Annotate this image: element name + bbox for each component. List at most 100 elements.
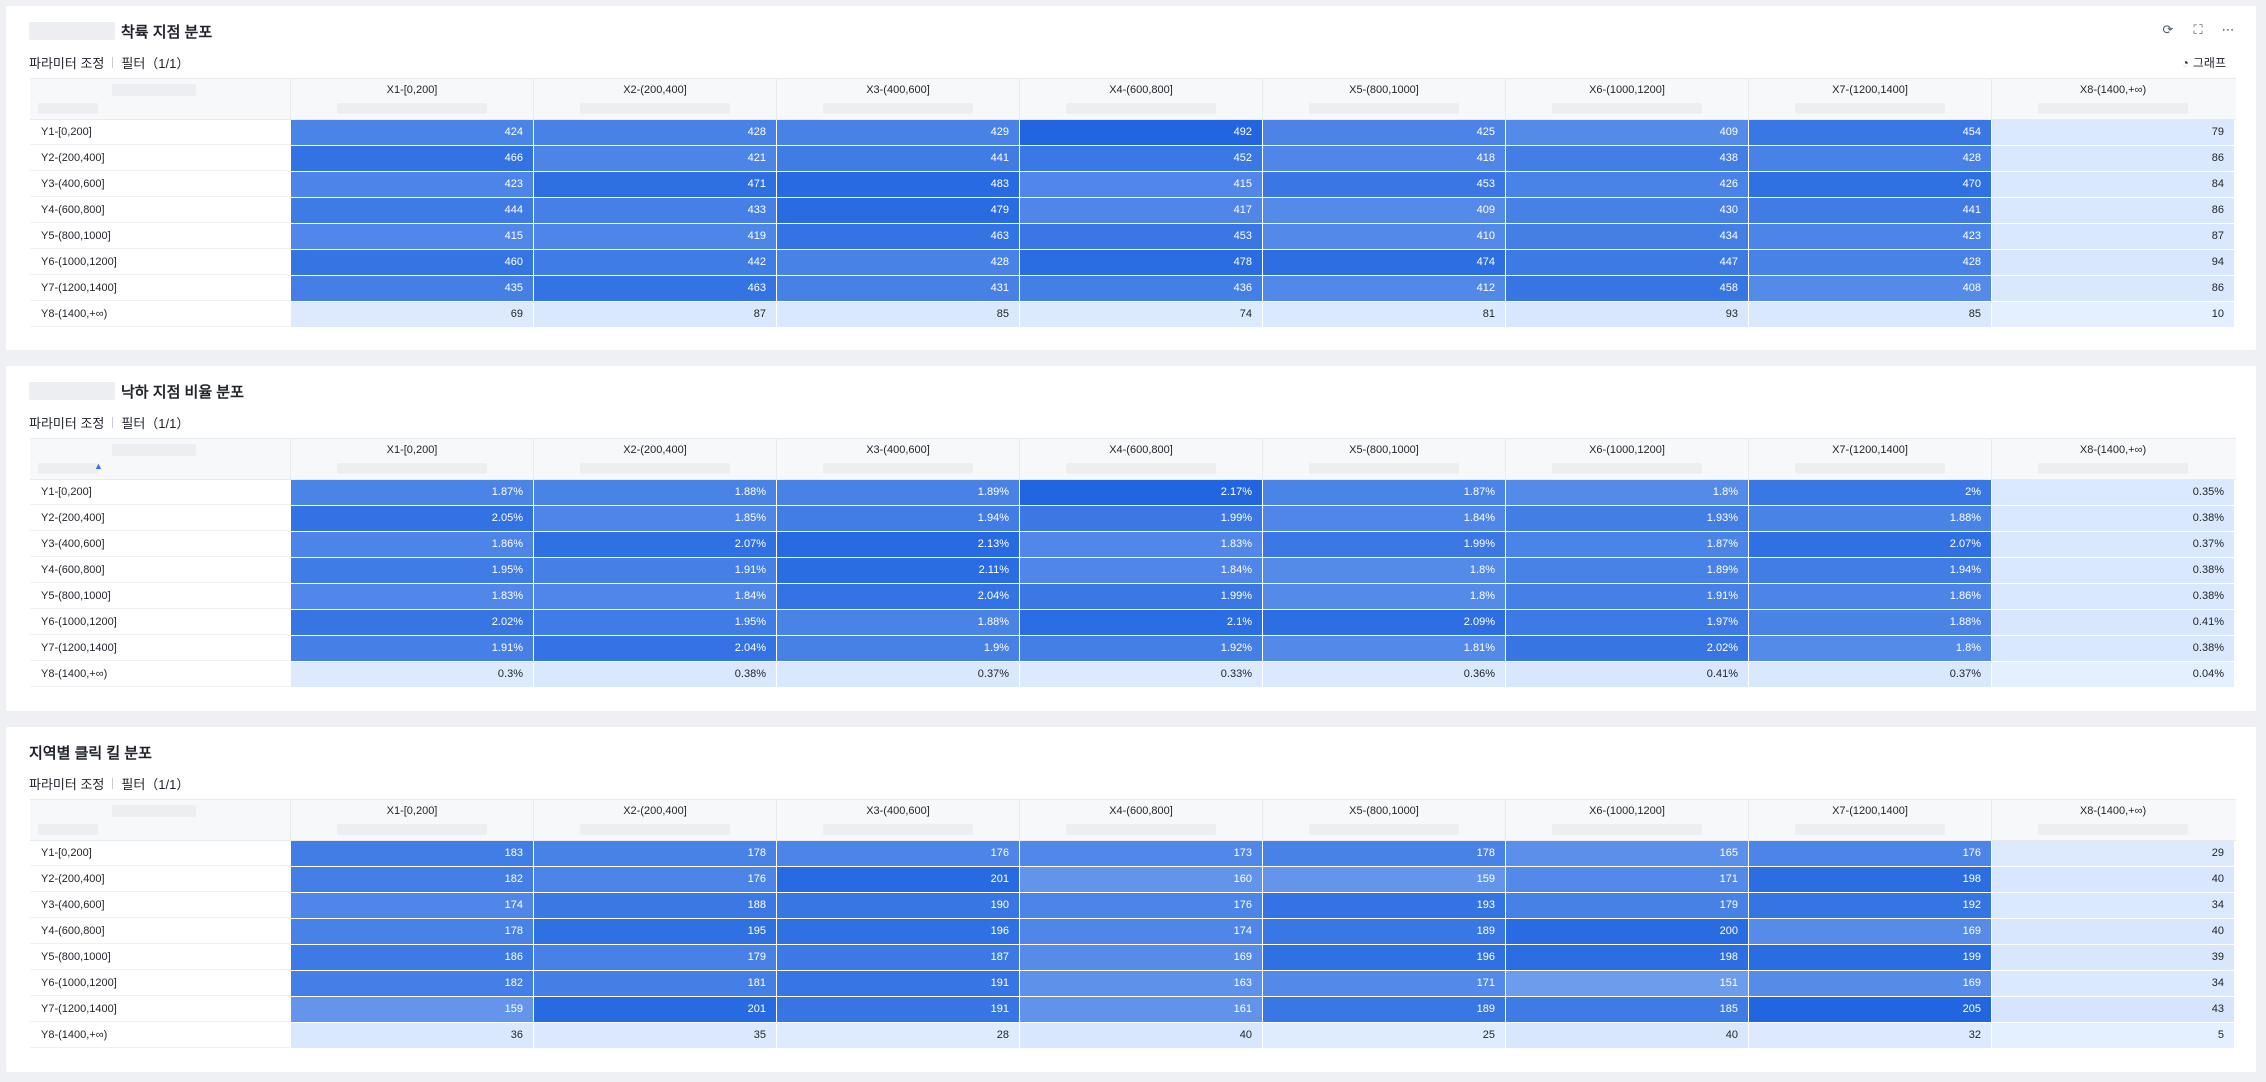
filter-button[interactable]: 필터（1/1）	[121, 55, 190, 71]
heatmap-cell: 423	[1748, 224, 1991, 249]
panel-title-text: 지역별 클릭 킬 분포	[29, 744, 152, 762]
column-header[interactable]: X6-(1000,1200]	[1505, 800, 1748, 840]
column-header[interactable]: X7-(1200,1400]	[1748, 439, 1991, 479]
more-icon[interactable]: ⋯	[2221, 22, 2235, 37]
heatmap-cell: 0.37%	[1991, 532, 2234, 557]
param-adjust-button[interactable]: 파라미터 조정	[29, 776, 105, 792]
column-header[interactable]: X8-(1400,+∞)	[1991, 79, 2234, 119]
heatmap-cell: 1.94%	[776, 506, 1019, 531]
heatmap-cell: 470	[1748, 172, 1991, 197]
column-header[interactable]: X4-(600,800]	[1019, 439, 1262, 479]
row-label: Y6-(1000,1200]	[30, 250, 290, 275]
heatmap-cell: 2.04%	[776, 584, 1019, 609]
column-header[interactable]: X1-[0,200]	[290, 800, 533, 840]
heatmap-cell: 423	[290, 172, 533, 197]
heatmap-cell: 474	[1262, 250, 1505, 275]
column-header[interactable]: X5-(800,1000]	[1262, 800, 1505, 840]
heatmap-cell: 1.84%	[1262, 506, 1505, 531]
column-header[interactable]: X5-(800,1000]	[1262, 439, 1505, 479]
row-label: Y1-[0,200]	[30, 480, 290, 505]
chart-toggle-button[interactable]: ◔ 그래프	[2182, 54, 2226, 71]
heatmap-cell: 1.86%	[290, 532, 533, 557]
heatmap-cell: 453	[1262, 172, 1505, 197]
column-header[interactable]: X6-(1000,1200]	[1505, 439, 1748, 479]
redacted-header	[112, 84, 196, 96]
heatmap-cell: 173	[1019, 841, 1262, 866]
column-header-label: X5-(800,1000]	[1349, 805, 1419, 817]
filter-button[interactable]: 필터（1/1）	[121, 776, 190, 792]
heatmap-cell: 1.86%	[1748, 584, 1991, 609]
heatmap-cell: 25	[1262, 1023, 1505, 1048]
heatmap-cell: 32	[1748, 1023, 1991, 1048]
column-header-label: X8-(1400,+∞)	[2079, 805, 2147, 817]
heatmap-cell: 479	[776, 198, 1019, 223]
heatmap-cell: 2.17%	[1019, 480, 1262, 505]
heatmap-cell: 0.35%	[1991, 480, 2234, 505]
heatmap-cell: 43	[1991, 997, 2234, 1022]
fullscreen-icon[interactable]: ⛶	[2193, 22, 2203, 37]
param-adjust-button[interactable]: 파라미터 조정	[29, 55, 105, 71]
column-header-label: X7-(1200,1400]	[1832, 444, 1908, 456]
column-header[interactable]: X4-(600,800]	[1019, 79, 1262, 119]
heatmap-cell: 1.95%	[533, 610, 776, 635]
redacted-subheader	[2038, 463, 2188, 474]
column-header[interactable]: X2-(200,400]	[533, 439, 776, 479]
column-header[interactable]: X7-(1200,1400]	[1748, 79, 1991, 119]
filter-button[interactable]: 필터（1/1）	[121, 415, 190, 431]
toolbar-divider	[112, 56, 114, 68]
heatmap-cell: 191	[776, 997, 1019, 1022]
panel-title: 착륙 지점 분포	[29, 20, 212, 42]
column-header[interactable]: X3-(400,600]	[776, 800, 1019, 840]
row-label: Y4-(600,800]	[30, 558, 290, 583]
column-header[interactable]: X5-(800,1000]	[1262, 79, 1505, 119]
column-header[interactable]: X2-(200,400]	[533, 800, 776, 840]
column-header[interactable]: X1-[0,200]	[290, 439, 533, 479]
sort-icon[interactable]: ▲	[94, 461, 103, 471]
heatmap-cell: 79	[1991, 120, 2234, 145]
redacted-subheader	[823, 824, 973, 835]
row-label: Y6-(1000,1200]	[30, 610, 290, 635]
column-header[interactable]: X7-(1200,1400]	[1748, 800, 1991, 840]
table-row: Y8-(1400,+∞) 0.3% 0.38% 0.37% 0.33% 0.36% 0.41…	[30, 662, 2236, 688]
heatmap-cell: 163	[1019, 971, 1262, 996]
redacted-title-prefix	[29, 382, 115, 400]
heatmap-cell: 159	[290, 997, 533, 1022]
heatmap-cell: 409	[1262, 198, 1505, 223]
heatmap-cell: 1.8%	[1505, 480, 1748, 505]
column-header[interactable]: X4-(600,800]	[1019, 800, 1262, 840]
column-header[interactable]: X2-(200,400]	[533, 79, 776, 119]
heatmap-cell: 85	[1748, 302, 1991, 327]
table-row: Y4-(600,800] 1.95% 1.91% 2.11% 1.84% 1.8% 1.89…	[30, 558, 2236, 584]
heatmap-cell: 418	[1262, 146, 1505, 171]
heatmap-cell: 0.37%	[1748, 662, 1991, 687]
row-label: Y5-(800,1000]	[30, 584, 290, 609]
redacted-subheader	[337, 824, 487, 835]
refresh-icon[interactable]: ⟳	[2162, 22, 2174, 37]
heatmap-cell: 0.33%	[1019, 662, 1262, 687]
column-header[interactable]: X8-(1400,+∞)	[1991, 800, 2234, 840]
heatmap-cell: 39	[1991, 945, 2234, 970]
heatmap-cell: 185	[1505, 997, 1748, 1022]
heatmap-cell: 179	[1505, 893, 1748, 918]
column-header[interactable]: X3-(400,600]	[776, 79, 1019, 119]
heatmap-cell: 40	[1019, 1023, 1262, 1048]
table-row: Y6-(1000,1200] 460 442 428 478 474 447 428 94	[30, 250, 2236, 276]
column-header[interactable]: X6-(1000,1200]	[1505, 79, 1748, 119]
heatmap-cell: 201	[533, 997, 776, 1022]
column-header[interactable]: X8-(1400,+∞)	[1991, 439, 2234, 479]
corner-header	[30, 800, 290, 840]
table-row: Y5-(800,1000] 415 419 463 453 410 434 423 87	[30, 224, 2236, 250]
column-header[interactable]: X3-(400,600]	[776, 439, 1019, 479]
heatmap-cell: 193	[1262, 893, 1505, 918]
heatmap-cell: 1.99%	[1262, 532, 1505, 557]
heatmap-cell: 454	[1748, 120, 1991, 145]
heatmap-cell: 74	[1019, 302, 1262, 327]
redacted-header	[112, 805, 196, 817]
row-label: Y2-(200,400]	[30, 506, 290, 531]
heatmap-cell: 200	[1505, 919, 1748, 944]
heatmap-cell: 181	[533, 971, 776, 996]
table-row: Y5-(800,1000] 1.83% 1.84% 2.04% 1.99% 1.8% 1.9…	[30, 584, 2236, 610]
column-header[interactable]: X1-[0,200]	[290, 79, 533, 119]
param-adjust-button[interactable]: 파라미터 조정	[29, 415, 105, 431]
column-header-label: X7-(1200,1400]	[1832, 805, 1908, 817]
